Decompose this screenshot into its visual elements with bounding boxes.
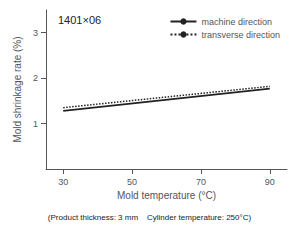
svg-text:2: 2 bbox=[33, 73, 38, 83]
svg-text:transverse direction: transverse direction bbox=[201, 30, 280, 40]
svg-text:70: 70 bbox=[196, 177, 206, 187]
svg-text:50: 50 bbox=[127, 177, 137, 187]
svg-text:90: 90 bbox=[265, 177, 275, 187]
svg-text:1: 1 bbox=[33, 119, 38, 129]
svg-text:30: 30 bbox=[58, 177, 68, 187]
svg-text:3: 3 bbox=[33, 28, 38, 38]
svg-text:1401×06: 1401×06 bbox=[58, 14, 101, 26]
svg-text:machine direction: machine direction bbox=[201, 17, 272, 27]
svg-text:Mold temperature (°C): Mold temperature (°C) bbox=[117, 190, 216, 201]
svg-text:Mold shrinkage rate (%): Mold shrinkage rate (%) bbox=[12, 36, 23, 142]
svg-text:(Product thickness: 3 mm Cy: (Product thickness: 3 mm Cylinder temper… bbox=[48, 213, 252, 222]
